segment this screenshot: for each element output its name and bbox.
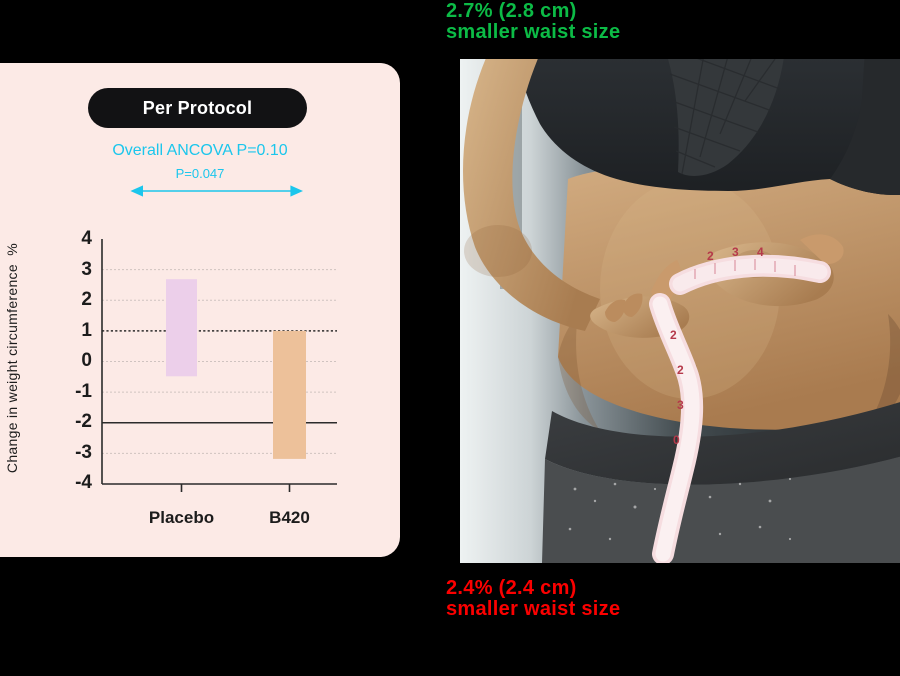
- svg-text:3: 3: [677, 398, 684, 412]
- svg-text:2: 2: [707, 249, 714, 263]
- svg-text:2: 2: [677, 363, 684, 377]
- svg-text:2: 2: [670, 328, 677, 342]
- svg-text:4: 4: [757, 245, 764, 259]
- svg-text:3: 3: [732, 245, 739, 259]
- svg-text:0: 0: [673, 433, 680, 447]
